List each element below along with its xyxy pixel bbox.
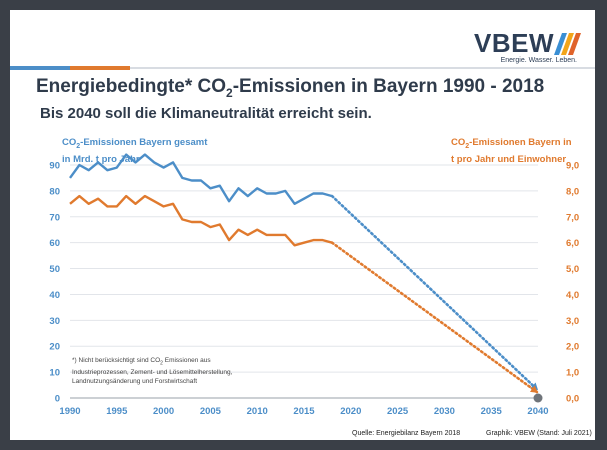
graphik-note: Graphik: VBEW (Stand: Juli 2021) bbox=[486, 430, 592, 437]
footnote-sub: 2 bbox=[160, 360, 163, 367]
right-tick-label: 7,0 bbox=[566, 212, 579, 223]
logo-tagline: Energie. Wasser. Leben. bbox=[500, 57, 577, 64]
header-divider-blue bbox=[10, 66, 70, 70]
left-tick-label: 50 bbox=[49, 264, 60, 275]
x-tick-label: 2010 bbox=[247, 406, 268, 417]
right-label-prefix: CO bbox=[451, 137, 466, 148]
chart-series bbox=[69, 153, 543, 403]
vbew-logo: VBEW Energie. Wasser. Leben. bbox=[474, 28, 582, 64]
right-tick-label: 4,0 bbox=[566, 290, 579, 301]
x-tick-label: 2005 bbox=[200, 406, 222, 417]
header-divider-gray bbox=[130, 67, 595, 69]
header-divider-orange bbox=[70, 66, 130, 70]
page-title: Energiebedingte* CO2-Emissionen in Bayer… bbox=[36, 76, 544, 100]
right-tick-label: 8,0 bbox=[566, 186, 579, 197]
x-tick-label: 2030 bbox=[434, 406, 455, 417]
left-axis-label: CO2-Emissionen Bayern gesamt in Mrd. t p… bbox=[62, 136, 207, 166]
right-label-line1: -Emissionen Bayern in bbox=[469, 137, 572, 148]
right-tick-label: 2,0 bbox=[566, 342, 579, 353]
left-axis-ticks: 0 10 20 30 40 50 60 70 80 90 bbox=[49, 161, 60, 405]
right-axis-ticks: 0,0 1,0 2,0 3,0 4,0 5,0 6,0 7,0 8,0 9,0 bbox=[566, 161, 579, 405]
logo-text: VBEW bbox=[474, 28, 554, 58]
x-tick-label: 2000 bbox=[153, 406, 174, 417]
left-tick-label: 90 bbox=[49, 161, 60, 172]
x-tick-label: 1990 bbox=[59, 406, 80, 417]
per-capita-emissions-line bbox=[69, 194, 333, 247]
left-label-line1: -Emissionen Bayern gesamt bbox=[80, 137, 208, 148]
footnote-line3: Landnutzungsänderung und Forstwirtschaft bbox=[72, 378, 198, 386]
title-suffix: -Emissionen in Bayern 1990 - 2018 bbox=[232, 76, 545, 97]
x-tick-label: 2035 bbox=[481, 406, 503, 417]
right-tick-label: 0,0 bbox=[566, 394, 579, 405]
left-tick-label: 40 bbox=[49, 290, 60, 301]
left-tick-label: 80 bbox=[49, 186, 60, 197]
right-tick-label: 6,0 bbox=[566, 238, 579, 249]
x-tick-label: 1995 bbox=[106, 406, 128, 417]
footnote-line1-rest: Emissionen aus bbox=[162, 357, 211, 364]
left-label-line2: in Mrd. t pro Jahr bbox=[62, 153, 140, 165]
right-tick-label: 1,0 bbox=[566, 368, 579, 379]
total-projection-line bbox=[330, 194, 540, 392]
per-capita-projection-line bbox=[330, 241, 540, 395]
right-label-sub: 2 bbox=[465, 142, 470, 150]
title-subscript: 2 bbox=[226, 85, 233, 100]
right-label-line2: t pro Jahr und Einwohner bbox=[451, 153, 567, 165]
target-endpoint-marker bbox=[533, 393, 543, 403]
footnote-line1: *) Nicht berücksichtigt sind CO bbox=[72, 357, 161, 364]
right-tick-label: 5,0 bbox=[566, 264, 579, 275]
left-label-sub: 2 bbox=[76, 142, 81, 150]
total-emissions-line bbox=[69, 153, 333, 206]
chart-grid bbox=[70, 164, 538, 399]
x-tick-label: 2040 bbox=[527, 406, 548, 417]
right-axis-label: CO2-Emissionen Bayern in t pro Jahr und … bbox=[451, 136, 581, 166]
left-tick-label: 30 bbox=[49, 316, 60, 327]
header-divider bbox=[10, 66, 595, 70]
x-tick-label: 2015 bbox=[293, 406, 315, 417]
left-label-prefix: CO bbox=[62, 137, 77, 148]
left-tick-label: 10 bbox=[49, 368, 60, 379]
right-tick-label: 3,0 bbox=[566, 316, 579, 327]
x-tick-label: 2025 bbox=[387, 406, 409, 417]
x-tick-label: 2020 bbox=[340, 406, 361, 417]
left-tick-label: 0 bbox=[55, 394, 60, 405]
source-note: Quelle: Energiebilanz Bayern 2018 bbox=[352, 430, 461, 437]
slide: VBEW Energie. Wasser. Leben. Energiebedi… bbox=[10, 10, 595, 440]
footnote-line2: Industrieprozessen, Zement- und Lösemitt… bbox=[72, 369, 233, 377]
left-tick-label: 20 bbox=[49, 342, 60, 353]
page-subtitle: Bis 2040 soll die Klimaneutralität errei… bbox=[40, 105, 372, 122]
right-tick-label: 9,0 bbox=[566, 161, 579, 172]
left-tick-label: 70 bbox=[49, 212, 60, 223]
title-prefix: Energiebedingte* CO bbox=[36, 76, 227, 97]
left-tick-label: 60 bbox=[49, 238, 60, 249]
footnote: *) Nicht berücksichtigt sind CO2 Emissio… bbox=[72, 356, 302, 386]
x-axis-ticks: 1990 1995 2000 2005 2010 2015 2020 2025 2030 2035… bbox=[59, 406, 548, 417]
per-capita-projection-arrow bbox=[529, 385, 538, 393]
